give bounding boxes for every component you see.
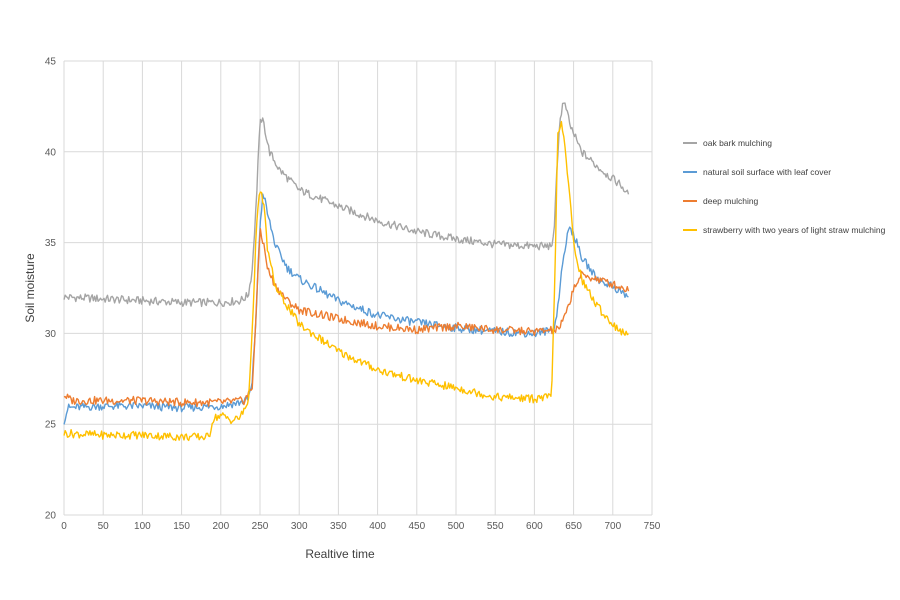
x-tick-label: 100 — [134, 521, 151, 532]
x-tick-label: 300 — [291, 521, 308, 532]
y-tick-label: 45 — [45, 57, 57, 68]
x-tick-label: 550 — [487, 521, 504, 532]
x-tick-label: 500 — [448, 521, 465, 532]
y-axis-title: Soil moisture — [23, 253, 37, 323]
legend-label: deep mulching — [703, 196, 759, 206]
x-tick-label: 450 — [408, 521, 425, 532]
series-line-deep-mulching — [63, 228, 630, 408]
x-tick-label: 650 — [565, 521, 582, 532]
y-tick-label: 35 — [45, 238, 57, 249]
x-tick-label: 200 — [212, 521, 229, 532]
x-tick-label: 0 — [61, 521, 67, 532]
series-line-strawberry-with-two-years-of-light-straw-mulching — [63, 120, 629, 442]
y-tick-label: 20 — [45, 511, 57, 522]
legend-label: strawberry with two years of light straw… — [703, 225, 886, 235]
series-lines — [63, 102, 630, 442]
x-tick-label: 250 — [252, 521, 269, 532]
gridlines — [63, 60, 653, 516]
legend-label: oak bark mulching — [703, 138, 772, 148]
x-tick-label: 50 — [98, 521, 110, 532]
y-tick-label: 40 — [45, 147, 57, 158]
x-tick-label: 350 — [330, 521, 347, 532]
series-line-natural-soil-surface-with-leaf-cover — [63, 193, 629, 425]
y-tick-label: 30 — [45, 329, 57, 340]
y-axis-ticks: 20 25 30 35 40 45 — [45, 57, 57, 522]
x-tick-label: 150 — [173, 521, 190, 532]
series-line-oak-bark-mulching — [63, 102, 630, 308]
x-axis-ticks: 0 50 100 150 200 250 300 350 400 450 500 550 600 650 7… — [61, 521, 661, 532]
x-tick-label: 750 — [644, 521, 661, 532]
x-tick-label: 700 — [604, 521, 621, 532]
x-axis-title: Realtive time — [305, 547, 375, 561]
legend: oak bark mulching natural soil surface wi… — [683, 138, 886, 235]
y-tick-label: 25 — [45, 420, 57, 431]
legend-label: natural soil surface with leaf cover — [703, 167, 831, 177]
x-tick-label: 600 — [526, 521, 543, 532]
x-tick-label: 400 — [369, 521, 386, 532]
